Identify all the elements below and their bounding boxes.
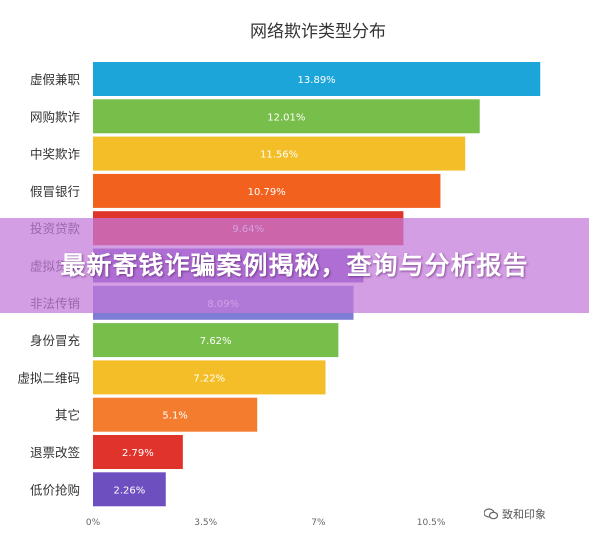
x-axis-ticks: 0% 3.5% 7% 10.5% (86, 518, 446, 528)
bar-2 (93, 99, 480, 134)
wechat-icon (483, 508, 499, 520)
category-label: 网购欺诈 (30, 109, 81, 124)
bar-value-label: 2.26% (113, 485, 145, 496)
category-label: 虚拟二维码 (17, 370, 80, 385)
chart-title: 网络欺诈类型分布 (250, 22, 386, 42)
bar-value-label: 12.01% (267, 112, 305, 123)
headline-banner: 最新寄钱诈骗案例揭秘，查询与分析报告 (0, 218, 589, 313)
category-label: 其它 (55, 408, 80, 423)
category-label: 身份冒充 (30, 333, 80, 348)
x-tick-label: 3.5% (194, 518, 217, 528)
x-tick-label: 7% (311, 518, 326, 528)
category-label: 低价抢购 (30, 482, 80, 497)
bar-12 (93, 472, 166, 507)
bar-9 (93, 360, 326, 395)
bar-value-label: 7.22% (193, 373, 225, 384)
bar-4 (93, 173, 441, 208)
bar-value-label: 7.62% (200, 336, 232, 347)
watermark-text: 致和印象 (502, 508, 546, 521)
x-tick-label: 0% (86, 518, 101, 528)
banner-title: 最新寄钱诈骗案例揭秘，查询与分析报告 (60, 250, 529, 280)
bar-10 (93, 397, 258, 432)
bar-value-label: 10.79% (248, 187, 286, 198)
bar-value-label: 11.56% (260, 150, 298, 161)
bar-value-label: 5.1% (162, 411, 187, 422)
bar-8 (93, 323, 339, 358)
category-label: 退票改签 (30, 445, 81, 460)
category-label: 虚假兼职 (30, 72, 80, 87)
bar-value-label: 2.79% (122, 448, 154, 459)
category-label: 假冒银行 (30, 184, 80, 199)
bar-3 (93, 136, 466, 171)
watermark: 致和印象 (483, 506, 546, 522)
bar-11 (93, 435, 183, 469)
x-tick-label: 10.5% (417, 518, 446, 528)
bar-value-label: 13.89% (298, 75, 336, 86)
bar-1 (93, 62, 541, 96)
category-label: 中奖欺诈 (30, 147, 81, 162)
